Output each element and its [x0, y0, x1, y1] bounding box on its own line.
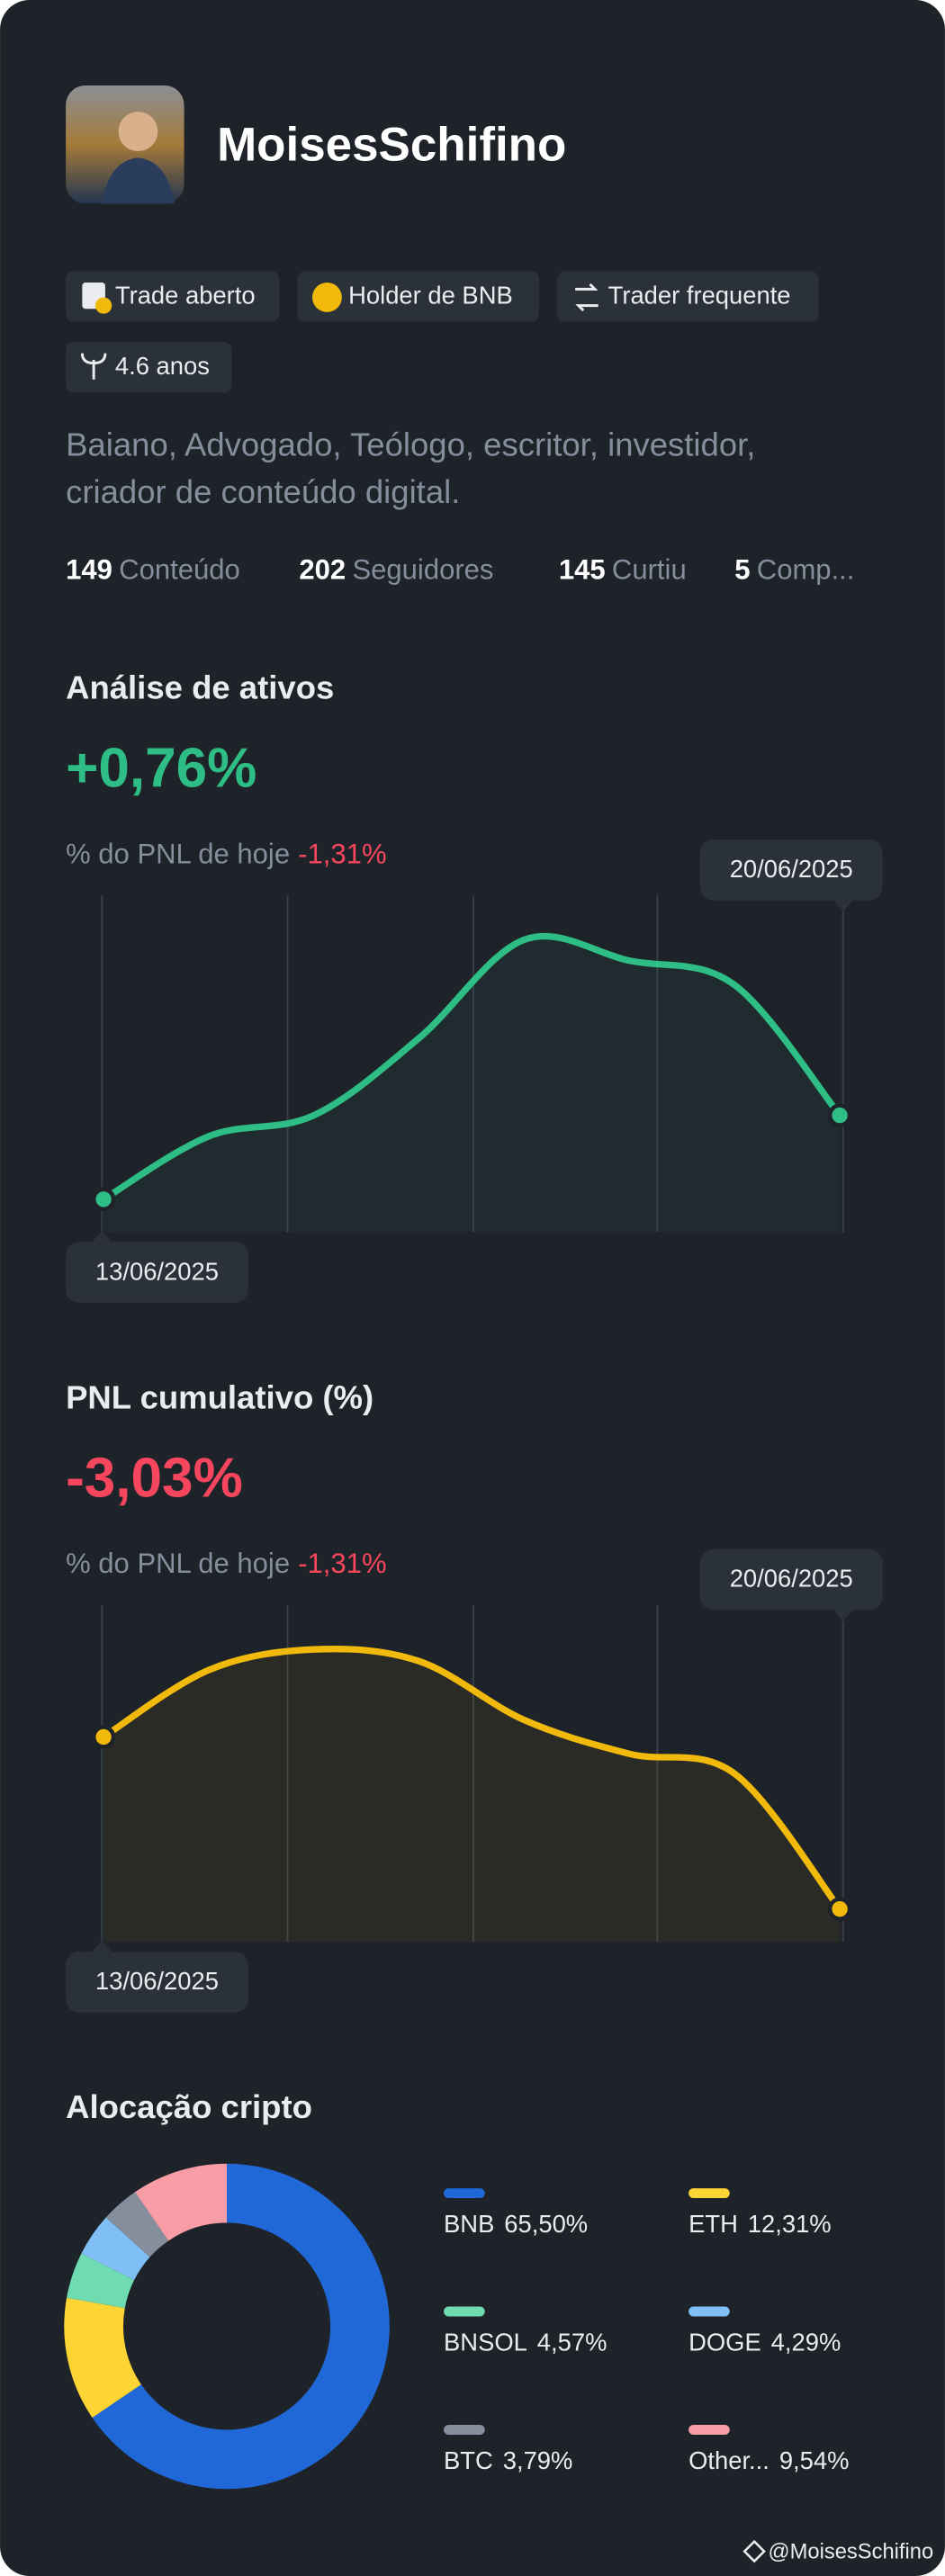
legend-entry: Other... 9,54% [688, 2446, 849, 2474]
tooltip-pointer [92, 1940, 112, 1952]
legend-swatch [688, 2425, 730, 2435]
badge[interactable] [66, 271, 280, 322]
section-title: PNL cumulativo (%) [66, 1378, 374, 1415]
badge[interactable] [557, 271, 819, 322]
badge-label: Trade aberto [115, 282, 256, 310]
badge-icon [575, 283, 598, 312]
avatar-body [102, 157, 175, 204]
donut-segment [81, 2217, 150, 2281]
stat-label: Seguidores [352, 554, 493, 586]
stat-label: Comp... [757, 554, 855, 586]
legend-swatch [688, 2306, 730, 2317]
bio-line: Baiano, Advogado, Teólogo, escritor, inv… [66, 426, 755, 462]
stat[interactable]: 5 Comp... [734, 554, 854, 586]
legend-value: 4,57% [537, 2329, 608, 2356]
legend-entry: BTC 3,79% [444, 2446, 572, 2474]
badge-icon [80, 353, 107, 380]
headline-value: +0,76% [66, 738, 256, 800]
legend-swatch [444, 2188, 485, 2199]
stat-value: 149 [66, 554, 112, 586]
legend-name: Other... [688, 2446, 770, 2474]
legend-name: BTC [444, 2446, 493, 2474]
end-point [827, 1897, 852, 1921]
tooltip-pointer [832, 1610, 853, 1622]
pnl-label: % do PNL de hoje [66, 838, 290, 869]
pnl-value: -1,31% [298, 1548, 386, 1579]
tooltip-box [66, 1242, 248, 1303]
tooltip-pointer [832, 900, 853, 912]
legend-name: BNSOL [444, 2329, 527, 2356]
section-title: Análise de ativos [66, 669, 334, 706]
legend-entry: BNB 65,50% [444, 2210, 588, 2238]
end-point [827, 1103, 852, 1127]
badge-label: 4.6 anos [115, 352, 210, 380]
legend-entry: ETH 12,31% [688, 2210, 832, 2238]
bio-line: criador de conteúdo digital. [66, 473, 460, 510]
stat[interactable]: 202 Seguidores [299, 554, 493, 586]
donut-segment [92, 2163, 390, 2490]
tooltip-date: 13/06/2025 [95, 1967, 219, 1995]
legend-entry: DOGE 4,29% [688, 2329, 841, 2356]
tooltip-box [699, 1548, 883, 1611]
stat[interactable]: 145 Curtiu [559, 554, 687, 586]
donut-segment [64, 2297, 141, 2419]
donut-segment [105, 2192, 169, 2257]
pnl-subtitle: % do PNL de hoje -1,31% [66, 838, 386, 869]
donut-segment [135, 2163, 228, 2241]
tooltip-date: 13/06/2025 [95, 1257, 219, 1285]
tooltip-box [66, 1952, 248, 2013]
legend-name: ETH [688, 2210, 738, 2238]
legend-entry: BNSOL 4,57% [444, 2329, 607, 2356]
stat-label: Curtiu [612, 554, 687, 586]
pnl-value: -1,31% [298, 838, 386, 869]
badge[interactable] [297, 271, 539, 322]
watermark-logo [742, 2539, 766, 2563]
stat-value: 202 [299, 554, 346, 586]
legend-value: 9,54% [779, 2446, 850, 2474]
stat-value: 145 [559, 554, 606, 586]
line [100, 1646, 843, 1913]
stat[interactable]: 149 Conteúdo [66, 554, 240, 586]
badge-label: Holder de BNB [348, 282, 513, 310]
avatar-face [118, 112, 158, 151]
badge-icon [94, 297, 112, 314]
legend-value: 65,50% [504, 2210, 588, 2238]
badge[interactable] [66, 341, 232, 393]
line-area [104, 1648, 841, 1943]
badge-label: Trader frequente [608, 282, 791, 310]
legend-swatch [444, 2425, 485, 2435]
badge-icon [311, 283, 342, 312]
headline-value: -3,03% [66, 1447, 243, 1509]
legend-name: DOGE [688, 2329, 761, 2356]
legend-swatch [688, 2188, 730, 2199]
profile-name: MoisesSchifino [217, 118, 566, 171]
pnl-subtitle: % do PNL de hoje -1,31% [66, 1548, 386, 1579]
legend-swatch [444, 2306, 485, 2317]
legend-name: BNB [444, 2210, 494, 2238]
pnl-label: % do PNL de hoje [66, 1548, 290, 1579]
tooltip-date: 20/06/2025 [730, 1565, 853, 1593]
tooltip-date: 20/06/2025 [730, 855, 853, 883]
legend-value: 4,29% [771, 2329, 842, 2356]
tooltip-box [699, 839, 883, 901]
line [100, 932, 843, 1203]
tooltip-pointer [92, 1230, 112, 1243]
line-area [104, 936, 841, 1233]
watermark: @MoisesSchifino [769, 2541, 934, 2564]
stat-label: Conteúdo [119, 554, 240, 586]
end-point [91, 1187, 116, 1212]
legend-value: 3,79% [503, 2446, 573, 2474]
end-point [91, 1725, 116, 1749]
section-title: Alocação cripto [66, 2088, 312, 2125]
stat-value: 5 [734, 554, 750, 586]
donut-segment [67, 2253, 135, 2309]
legend-value: 12,31% [748, 2210, 832, 2238]
